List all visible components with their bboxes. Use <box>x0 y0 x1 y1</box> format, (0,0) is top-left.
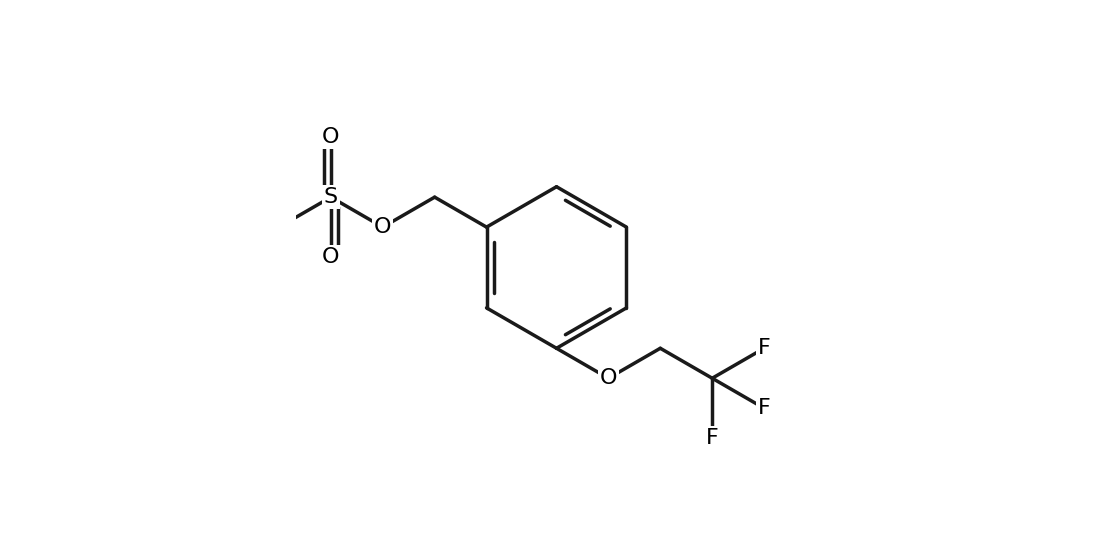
Text: O: O <box>374 217 392 237</box>
Text: F: F <box>758 338 770 358</box>
Text: O: O <box>322 127 339 147</box>
Text: O: O <box>600 368 617 388</box>
Text: S: S <box>324 187 338 207</box>
Text: O: O <box>322 247 339 267</box>
Text: F: F <box>758 398 770 418</box>
Text: F: F <box>706 428 719 448</box>
